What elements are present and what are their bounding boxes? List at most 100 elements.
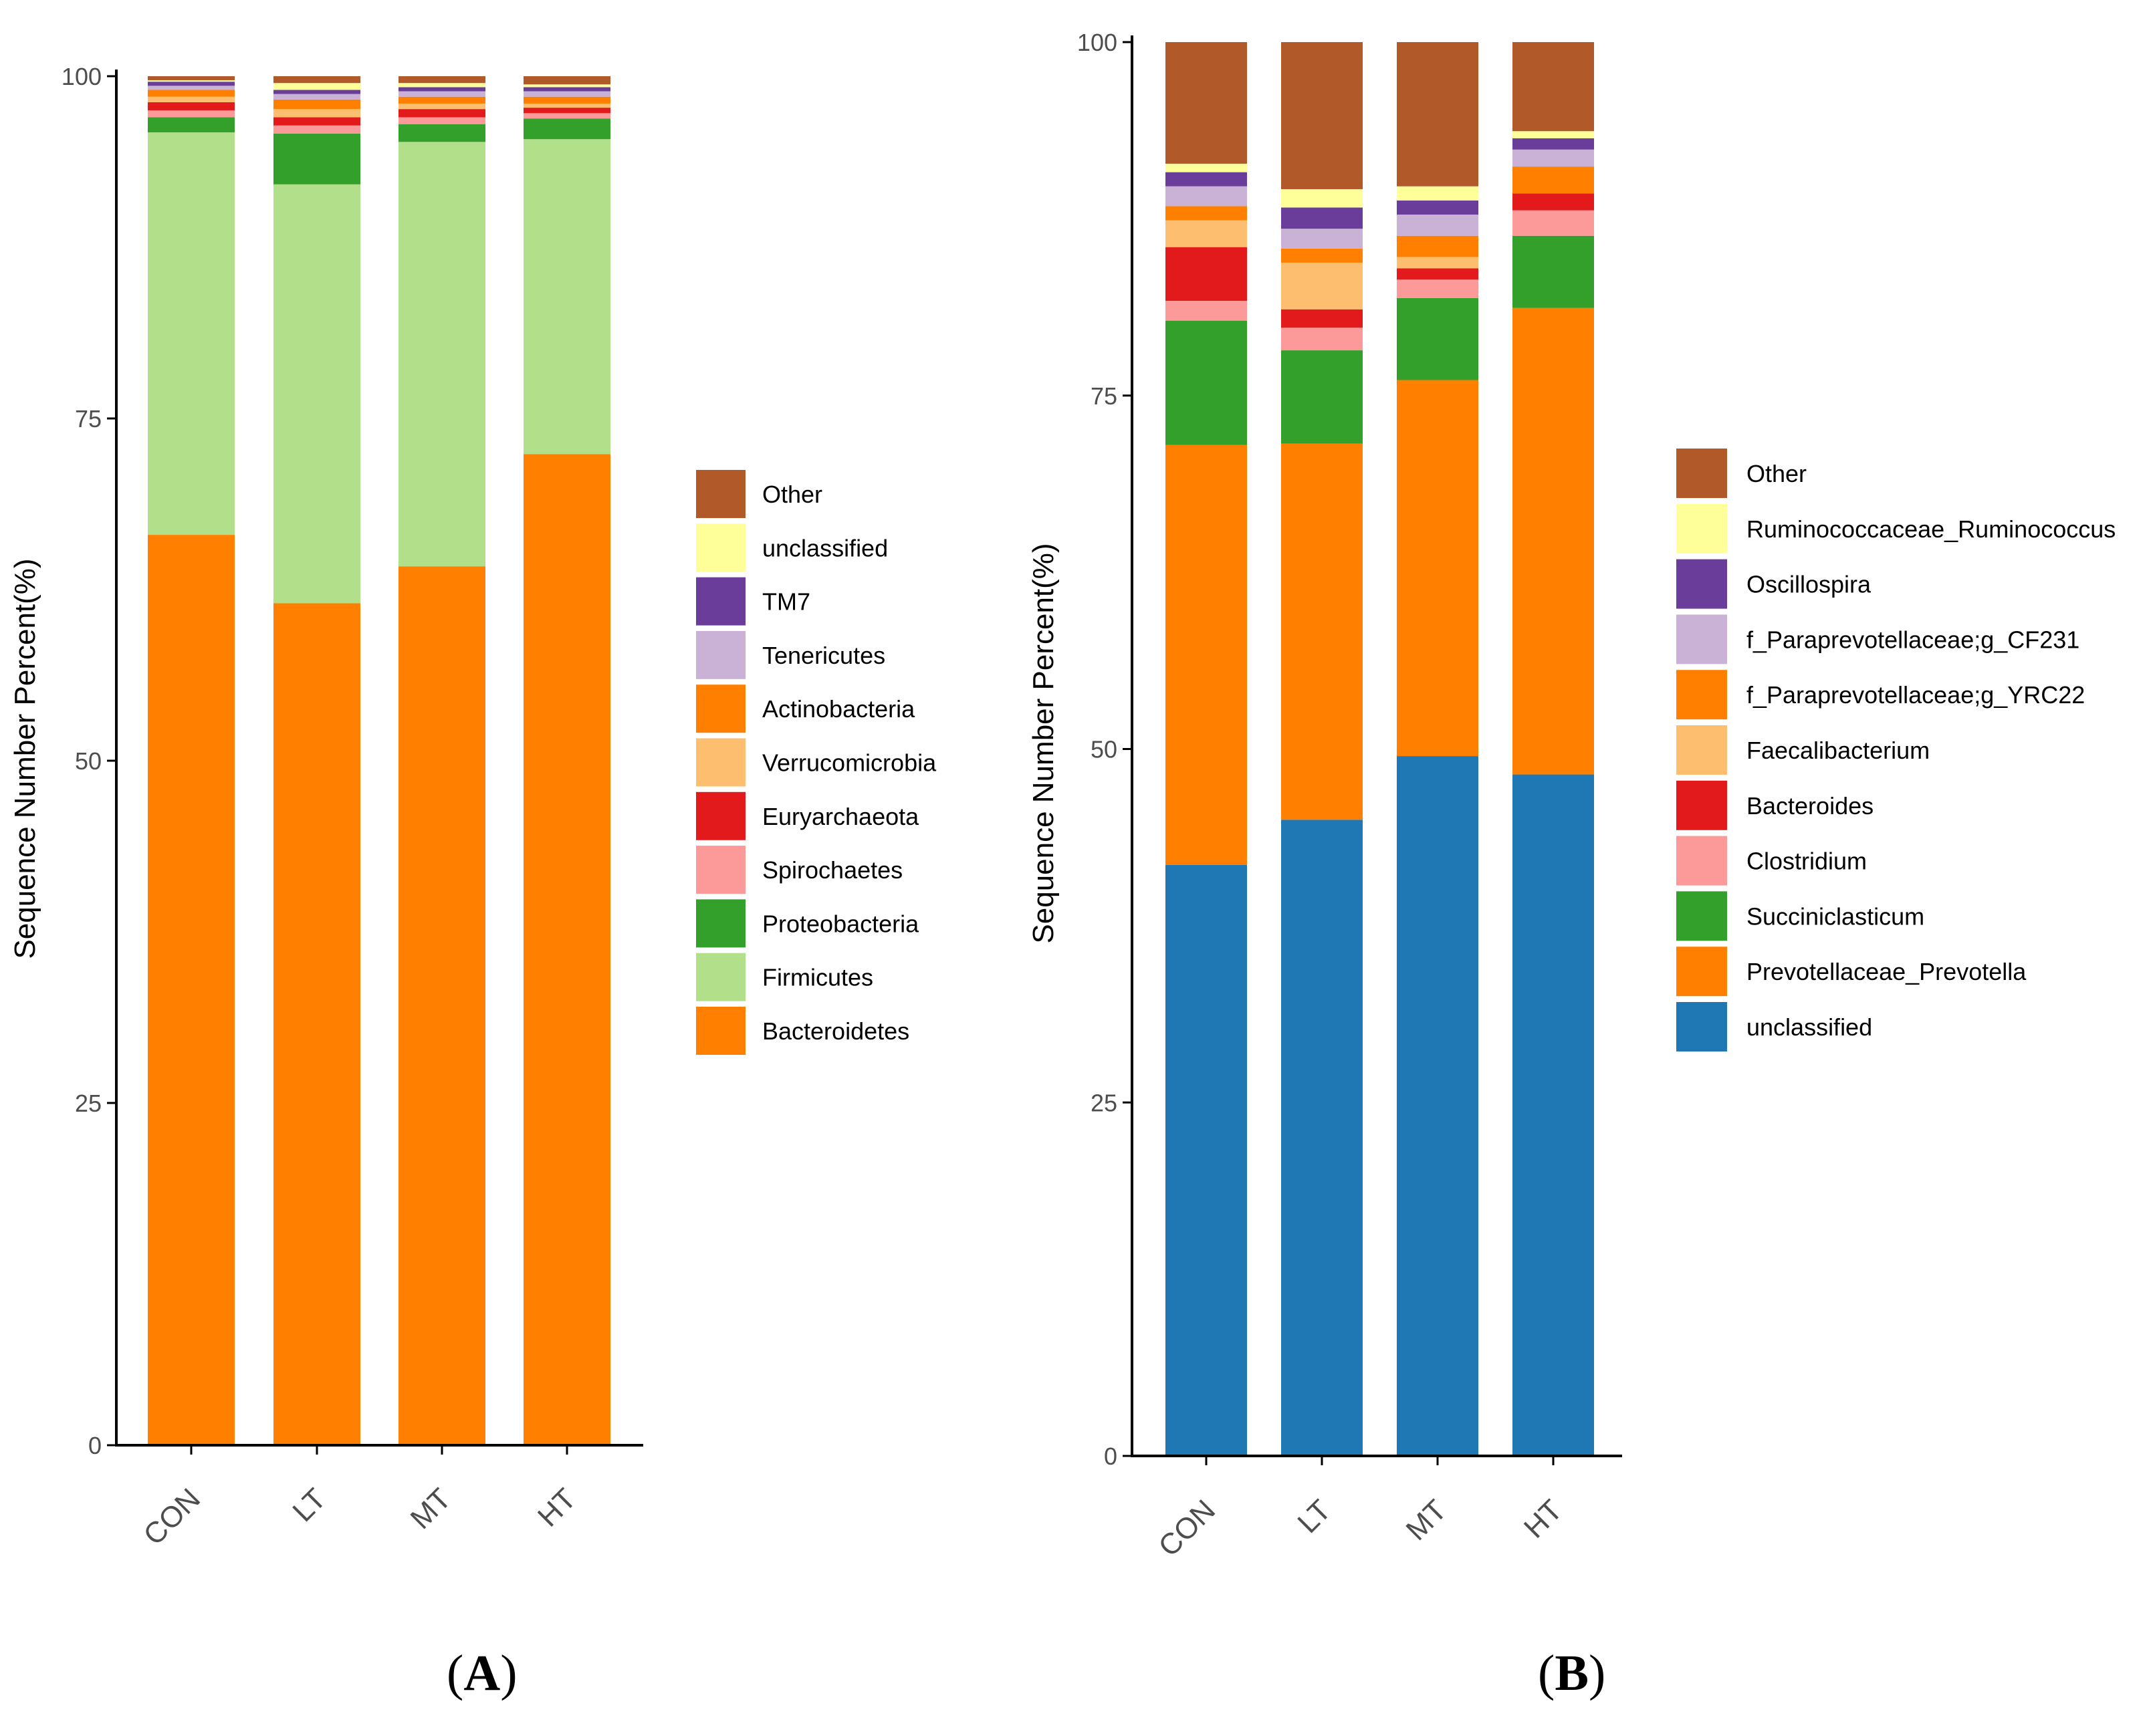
chart-a-x-tick-label-con: CON [137, 1482, 207, 1552]
chart-b-bar-mt-succiniclasticum [1397, 297, 1478, 380]
chart-b-legend-swatch [1675, 834, 1728, 887]
chart-b-bar-ht-f-paraprevotellaceae-g-yrc22 [1512, 166, 1594, 194]
chart-b-x-tick-label-mt: MT [1399, 1493, 1453, 1547]
chart-b-legend-swatch [1675, 945, 1728, 998]
chart-a-y-axis-title: Sequence Number Percent(%) [9, 558, 41, 959]
chart-a-bar-mt-tm7 [399, 87, 485, 92]
chart-b-bar-ht-oscillospira [1512, 138, 1594, 150]
chart-a-bar-lt-tm7 [273, 90, 360, 94]
chart-b-legend-label: Faecalibacterium [1746, 737, 1930, 764]
chart-a-y-tick-label: 75 [75, 405, 102, 432]
chart-b-legend-label: Other [1746, 460, 1807, 487]
chart-b-legend-swatch [1675, 779, 1728, 832]
chart-b-y-tick-label: 100 [1077, 29, 1117, 56]
chart-a-legend-swatch [695, 844, 747, 896]
chart-a-bar-lt-other [273, 76, 360, 84]
chart-b-bar-lt-clostridium [1281, 328, 1363, 351]
chart-a-bar-mt-tenericutes [399, 91, 485, 97]
chart-a-bar-mt-firmicutes [399, 142, 485, 567]
chart-a-legend-swatch [695, 469, 747, 519]
chart-b-bar-lt-faecalibacterium [1281, 262, 1363, 309]
chart-a-bar-ht-firmicutes [524, 139, 610, 455]
chart-a-legend-swatch [695, 522, 747, 574]
chart-b-legend-label: Clostridium [1746, 848, 1867, 875]
chart-a-bar-mt-actinobacteria [399, 96, 485, 104]
chart-b-bar-ht-other [1512, 42, 1594, 132]
chart-a-bar-lt-bacteroidetes [273, 603, 360, 1445]
chart-a-x-tick-label-ht: HT [532, 1482, 582, 1533]
chart-a-bar-ht-actinobacteria [524, 96, 610, 104]
chart-a-bar-ht-other [524, 76, 610, 85]
chart-b-bar-lt-prevotellaceae-prevotella [1281, 443, 1363, 820]
chart-a-y-tick-label: 100 [62, 63, 102, 90]
chart-b-bar-ht-ruminococcaceae-ruminococcus [1512, 131, 1594, 138]
chart-a-legend-swatch [695, 683, 747, 735]
chart-b-bar-mt-f-paraprevotellaceae-g-yrc22 [1397, 235, 1478, 257]
chart-a-legend-label: unclassified [762, 534, 888, 562]
chart-a-bar-ht-verrucomicrobia [524, 103, 610, 108]
chart-b-bar-lt-other [1281, 42, 1363, 189]
chart-a-legend-label: Euryarchaeota [762, 803, 919, 830]
chart-a-bar-mt-euryarchaeota [399, 109, 485, 118]
chart-b-bar-mt-clostridium [1397, 279, 1478, 298]
chart-b-bar-con-clostridium [1165, 301, 1247, 321]
chart-b-legend-swatch [1675, 724, 1728, 776]
chart-b-bar-con-oscillospira [1165, 172, 1247, 187]
chart-b-bar-con-bacteroides [1165, 247, 1247, 301]
chart-a-bar-ht-proteobacteria [524, 118, 610, 140]
chart-b-y-tick-label: 75 [1091, 382, 1117, 410]
chart-b-legend-swatch [1675, 447, 1728, 499]
chart-a-bar-con-proteobacteria [148, 117, 235, 132]
chart-a-legend-label: Bacteroidetes [762, 1017, 909, 1045]
chart-a: 0 25 50 75 100 CON LT MT HT Sequence Number Perce… [9, 63, 937, 1552]
chart-b-bar-lt-succiniclasticum [1281, 350, 1363, 444]
chart-b-bar-mt-bacteroides [1397, 268, 1478, 280]
chart-b-legend-swatch [1675, 668, 1728, 721]
chart-b-bar-con-faecalibacterium [1165, 220, 1247, 247]
chart-b-bar-con-other [1165, 42, 1247, 164]
chart-b-legend-label: Ruminococcaceae_Ruminococcus [1746, 515, 2116, 543]
chart-b-bar-mt-prevotellaceae-prevotella [1397, 380, 1478, 757]
chart-b-bar-con-f-paraprevotellaceae-g-yrc22 [1165, 206, 1247, 221]
chart-b-bar-con-f-paraprevotellaceae-g-cf231 [1165, 186, 1247, 207]
chart-b-bar-ht-prevotellaceae-prevotella [1512, 307, 1594, 775]
chart-b-bar-ht-clostridium [1512, 210, 1594, 236]
chart-a-bar-con-tenericutes [148, 86, 235, 90]
panel-label-b-text: B [1555, 1645, 1589, 1701]
chart-b-bar-ht-f-paraprevotellaceae-g-cf231 [1512, 149, 1594, 167]
chart-a-bar-ht-tenericutes [524, 91, 610, 97]
chart-a-bar-lt-tenericutes [273, 94, 360, 100]
chart-b-bar-ht-succiniclasticum [1512, 235, 1594, 308]
chart-a-legend-label: Actinobacteria [762, 695, 915, 723]
chart-b-legend-label: Bacteroides [1746, 792, 1874, 820]
chart-a-y-tick-label: 25 [75, 1090, 102, 1117]
chart-b-legend-swatch [1675, 613, 1728, 666]
chart-b-bar-mt-f-paraprevotellaceae-g-cf231 [1397, 215, 1478, 236]
chart-b-legend-label: f_Paraprevotellaceae;g_YRC22 [1746, 681, 2085, 709]
chart-a-bar-lt-actinobacteria [273, 99, 360, 110]
chart-b-bar-lt-ruminococcaceae-ruminococcus [1281, 189, 1363, 208]
chart-a-bar-con-spirochaetes [148, 110, 235, 118]
chart-b-legend-label: Oscillospira [1746, 571, 1872, 598]
chart-b-bar-con-ruminococcaceae-ruminococcus [1165, 163, 1247, 172]
chart-a-bar-ht-euryarchaeota [524, 108, 610, 114]
chart-a-bar-lt-spirochaetes [273, 125, 360, 134]
chart-a-y-tick-label: 0 [88, 1432, 102, 1459]
chart-a-bar-con-actinobacteria [148, 90, 235, 97]
chart-b-legend-swatch [1675, 502, 1728, 555]
chart-a-x-tick-label-mt: MT [404, 1482, 457, 1535]
chart-a-bar-lt-verrucomicrobia [273, 109, 360, 118]
chart-a-bar-mt-proteobacteria [399, 124, 485, 142]
chart-b-legend: Other Ruminococcaceae_Ruminococcus Oscillo… [1675, 447, 2116, 1053]
chart-b-bar-lt-f-paraprevotellaceae-g-cf231 [1281, 229, 1363, 249]
chart-b-bar-con-succiniclasticum [1165, 320, 1247, 445]
chart-b-legend-label: unclassified [1746, 1013, 1872, 1041]
chart-b-bar-mt-faecalibacterium [1397, 257, 1478, 269]
chart-a-legend: Other unclassified TM7 Tenericutes Actinobac… [695, 469, 937, 1056]
chart-a-bar-lt-euryarchaeota [273, 117, 360, 126]
chart-a-legend-label: TM7 [762, 588, 810, 616]
chart-b-bar-mt-other [1397, 42, 1478, 187]
chart-a-legend-label: Verrucomicrobia [762, 749, 937, 777]
chart-a-bar-con-verrucomicrobia [148, 96, 235, 102]
